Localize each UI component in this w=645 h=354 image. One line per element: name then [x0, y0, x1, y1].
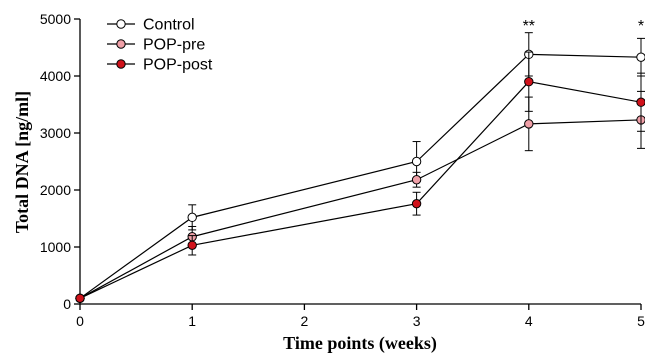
- data-point: [411, 175, 422, 185]
- chart-series: [75, 32, 645, 303]
- legend-marker: [116, 59, 126, 69]
- x-tick-label: 0: [76, 313, 84, 329]
- x-tick-label: 2: [301, 313, 309, 329]
- x-axis-title: Time points (weeks): [283, 333, 437, 354]
- series-line: [79, 119, 642, 299]
- legend-marker: [116, 39, 126, 49]
- legend-label: Control: [143, 17, 195, 34]
- y-tick-label: 2000: [40, 182, 71, 198]
- x-tick-label: 1: [188, 313, 196, 329]
- data-point: [524, 119, 534, 129]
- data-point: [411, 198, 422, 209]
- y-tick-label: 4000: [40, 68, 71, 84]
- data-point: [187, 212, 197, 223]
- significance-label: *: [638, 18, 644, 35]
- data-point: [187, 240, 197, 250]
- legend-marker: [116, 19, 126, 29]
- legend-label: POP-post: [143, 57, 213, 74]
- x-tick-label: 5: [637, 313, 645, 329]
- chart-ticks: 0 1000 2000 3000 4000 5000 0 1 2 3 4 5: [40, 11, 645, 329]
- y-tick-label: 0: [63, 296, 71, 312]
- chart-legend: Control POP-pre POP-post: [107, 17, 213, 74]
- y-tick-label: 1000: [40, 239, 71, 255]
- series-line: [79, 81, 642, 299]
- y-axis-title: Total DNA [ng/ml]: [12, 91, 32, 233]
- series-pop-post: [75, 51, 645, 303]
- series-pop-pre: [75, 90, 645, 303]
- data-point: [524, 77, 534, 87]
- y-tick-label: 3000: [40, 125, 71, 141]
- legend-label: POP-pre: [143, 37, 205, 54]
- x-tick-label: 3: [413, 313, 421, 329]
- series-line: [79, 53, 642, 299]
- data-point: [636, 97, 645, 107]
- data-point: [411, 156, 422, 167]
- data-point: [636, 52, 645, 62]
- significance-label: **: [523, 18, 535, 35]
- chart-annotations: ** *: [523, 18, 645, 35]
- y-tick-label: 5000: [40, 11, 71, 27]
- chart-axes: [79, 19, 641, 305]
- data-point: [75, 293, 85, 303]
- x-tick-label: 4: [525, 313, 533, 329]
